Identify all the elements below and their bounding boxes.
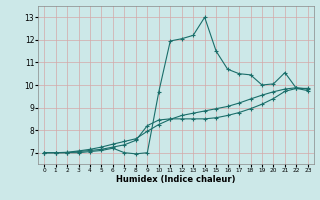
X-axis label: Humidex (Indice chaleur): Humidex (Indice chaleur): [116, 175, 236, 184]
